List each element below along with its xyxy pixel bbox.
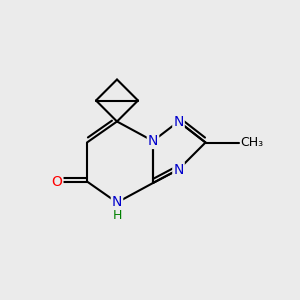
Text: N: N [112,196,122,209]
Text: N: N [173,163,184,176]
Text: CH₃: CH₃ [240,136,263,149]
Text: H: H [112,208,122,222]
Text: N: N [173,115,184,128]
Text: O: O [52,175,62,188]
Text: N: N [148,134,158,148]
